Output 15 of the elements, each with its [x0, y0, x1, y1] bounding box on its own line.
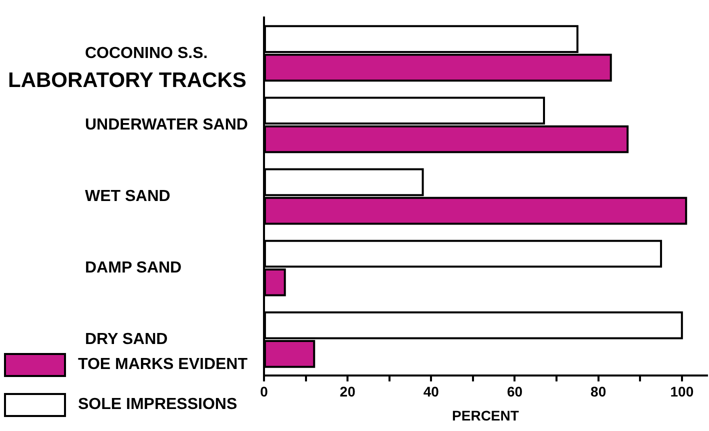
legend-label: SOLE IMPRESSIONS	[78, 396, 238, 414]
y-tick-label: DAMP SAND	[85, 259, 182, 276]
x-tick-label: 40	[423, 384, 440, 400]
x-tick-label: 20	[340, 384, 356, 400]
text: LABORATORY TRACKS	[8, 68, 246, 92]
x-tick-label: 80	[590, 384, 606, 400]
y-tick-label: COCONINO S.S.	[85, 44, 208, 62]
y-tick-label: UNDERWATER SAND	[85, 116, 248, 134]
x-tick-label: 100	[670, 384, 694, 400]
x-tick-label: 0	[260, 384, 268, 400]
y-tick-label: WET SAND	[85, 188, 170, 205]
x-tick-label: 60	[506, 384, 523, 400]
x-axis-title: PERCENT	[452, 407, 520, 424]
y-tick-label: DRY SAND	[85, 331, 168, 348]
legend-label: TOE MARKS EVIDENT	[78, 356, 248, 374]
